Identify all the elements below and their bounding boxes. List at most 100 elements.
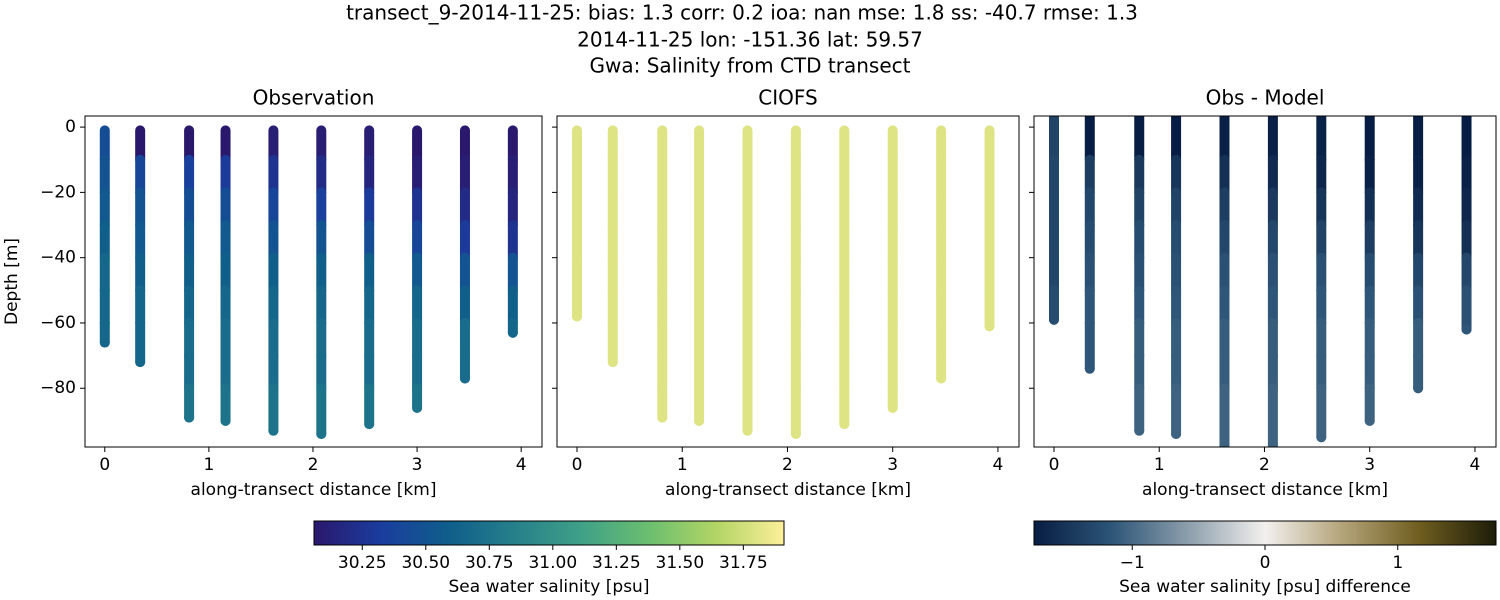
scatter-point	[220, 285, 231, 328]
scatter-point	[1413, 220, 1424, 263]
scatter-point	[268, 317, 279, 361]
scatter-point	[790, 383, 801, 439]
scatter-point	[790, 220, 801, 263]
scatter-point	[571, 220, 582, 263]
colorbar-tick-label: 30.25	[338, 553, 387, 573]
scatter-point	[1084, 363, 1095, 374]
x-axis-label: along-transect distance [km]	[665, 480, 911, 500]
x-tick-label: 1	[203, 455, 214, 475]
scatter-point	[607, 317, 618, 368]
scatter-point	[1171, 154, 1182, 198]
scatter-point	[1048, 285, 1059, 325]
scatter-point	[984, 187, 995, 231]
scatter-point	[571, 311, 582, 322]
colorbar-tick-label: 31.75	[719, 553, 768, 573]
scatter-point	[1219, 285, 1230, 328]
x-tick-label: 3	[887, 455, 898, 475]
scatter-point	[607, 357, 618, 368]
scatter-point	[1084, 220, 1095, 263]
scatter-point	[1364, 116, 1375, 165]
scatter-point	[1316, 252, 1327, 296]
x-axis-label: along-transect distance [km]	[191, 480, 437, 500]
scatter-point	[507, 154, 518, 198]
scatter-point	[657, 383, 668, 423]
scatter-point	[316, 317, 327, 361]
scatter-point	[220, 154, 231, 198]
scatter-point	[1413, 154, 1424, 198]
scatter-point	[657, 412, 668, 423]
scatter-point	[1267, 350, 1278, 394]
scatter-point	[364, 350, 375, 394]
scatter-point	[887, 187, 898, 231]
plot-area	[571, 125, 995, 439]
scatter-point	[1461, 220, 1472, 263]
scatter-point	[316, 125, 327, 165]
scatter-point	[571, 187, 582, 231]
colorbar-label: Sea water salinity [psu] difference	[1119, 577, 1411, 597]
panel-title: CIOFS	[758, 86, 817, 110]
scatter-point	[1267, 317, 1278, 361]
plot-area	[99, 125, 518, 439]
figure-subtitle: 2014-11-25 lon: -151.36 lat: 59.57	[577, 28, 923, 52]
scatter-point	[412, 317, 423, 361]
scatter-point	[1364, 252, 1375, 296]
scatter-point	[220, 383, 231, 426]
scatter-point	[268, 154, 279, 198]
scatter-point	[1134, 116, 1145, 165]
scatter-point	[607, 125, 618, 165]
scatter-point	[1084, 154, 1095, 198]
scatter-point	[412, 220, 423, 263]
scatter-point	[1461, 324, 1472, 335]
scatter-point	[694, 285, 705, 328]
scatter-point	[135, 220, 146, 263]
scatter-point	[1084, 252, 1095, 296]
scatter-point	[742, 350, 753, 394]
scatter-point	[694, 415, 705, 426]
scatter-point	[936, 252, 947, 296]
scatter-point	[1267, 220, 1278, 263]
scatter-point	[268, 187, 279, 231]
scatter-point	[657, 252, 668, 296]
scatter-point	[1461, 187, 1472, 231]
x-tick-label: 2	[1259, 455, 1270, 475]
scatter-point	[1048, 154, 1059, 198]
scatter-point	[887, 285, 898, 328]
scatter-point	[1461, 154, 1472, 198]
scatter-point	[1316, 432, 1327, 443]
scatter-point	[657, 125, 668, 165]
scatter-point	[694, 252, 705, 296]
y-tick-label: 0	[65, 117, 76, 137]
scatter-point	[571, 125, 582, 165]
scatter-point	[1267, 116, 1278, 165]
scatter-point	[184, 317, 195, 361]
y-tick-label: −20	[40, 182, 76, 202]
scatter-point	[364, 220, 375, 263]
scatter-point	[839, 154, 850, 198]
panel-title: Obs - Model	[1206, 86, 1325, 110]
scatter-point	[1413, 116, 1424, 165]
scatter-point	[1171, 116, 1182, 165]
scatter-point	[839, 187, 850, 231]
scatter-point	[694, 350, 705, 394]
scatter-point	[1267, 285, 1278, 328]
scatter-point	[607, 252, 618, 296]
scatter-point	[412, 125, 423, 165]
scatter-point	[135, 187, 146, 231]
scatter-point	[1084, 187, 1095, 231]
scatter-point	[316, 187, 327, 231]
scatter-point	[936, 220, 947, 263]
x-tick-label: 3	[412, 455, 423, 475]
scatter-point	[507, 327, 518, 338]
x-tick-label: 4	[1470, 455, 1481, 475]
scatter-point	[742, 220, 753, 263]
figure-title: transect_9-2014-11-25: bias: 1.3 corr: 0…	[346, 1, 1138, 25]
scatter-point	[607, 187, 618, 231]
scatter-point	[1461, 116, 1472, 165]
scatter-point	[984, 285, 995, 332]
scatter-point	[1171, 187, 1182, 231]
scatter-point	[1364, 187, 1375, 231]
scatter-point	[936, 317, 947, 361]
scatter-point	[184, 412, 195, 423]
scatter-point	[1267, 383, 1278, 447]
scatter-point	[268, 125, 279, 165]
